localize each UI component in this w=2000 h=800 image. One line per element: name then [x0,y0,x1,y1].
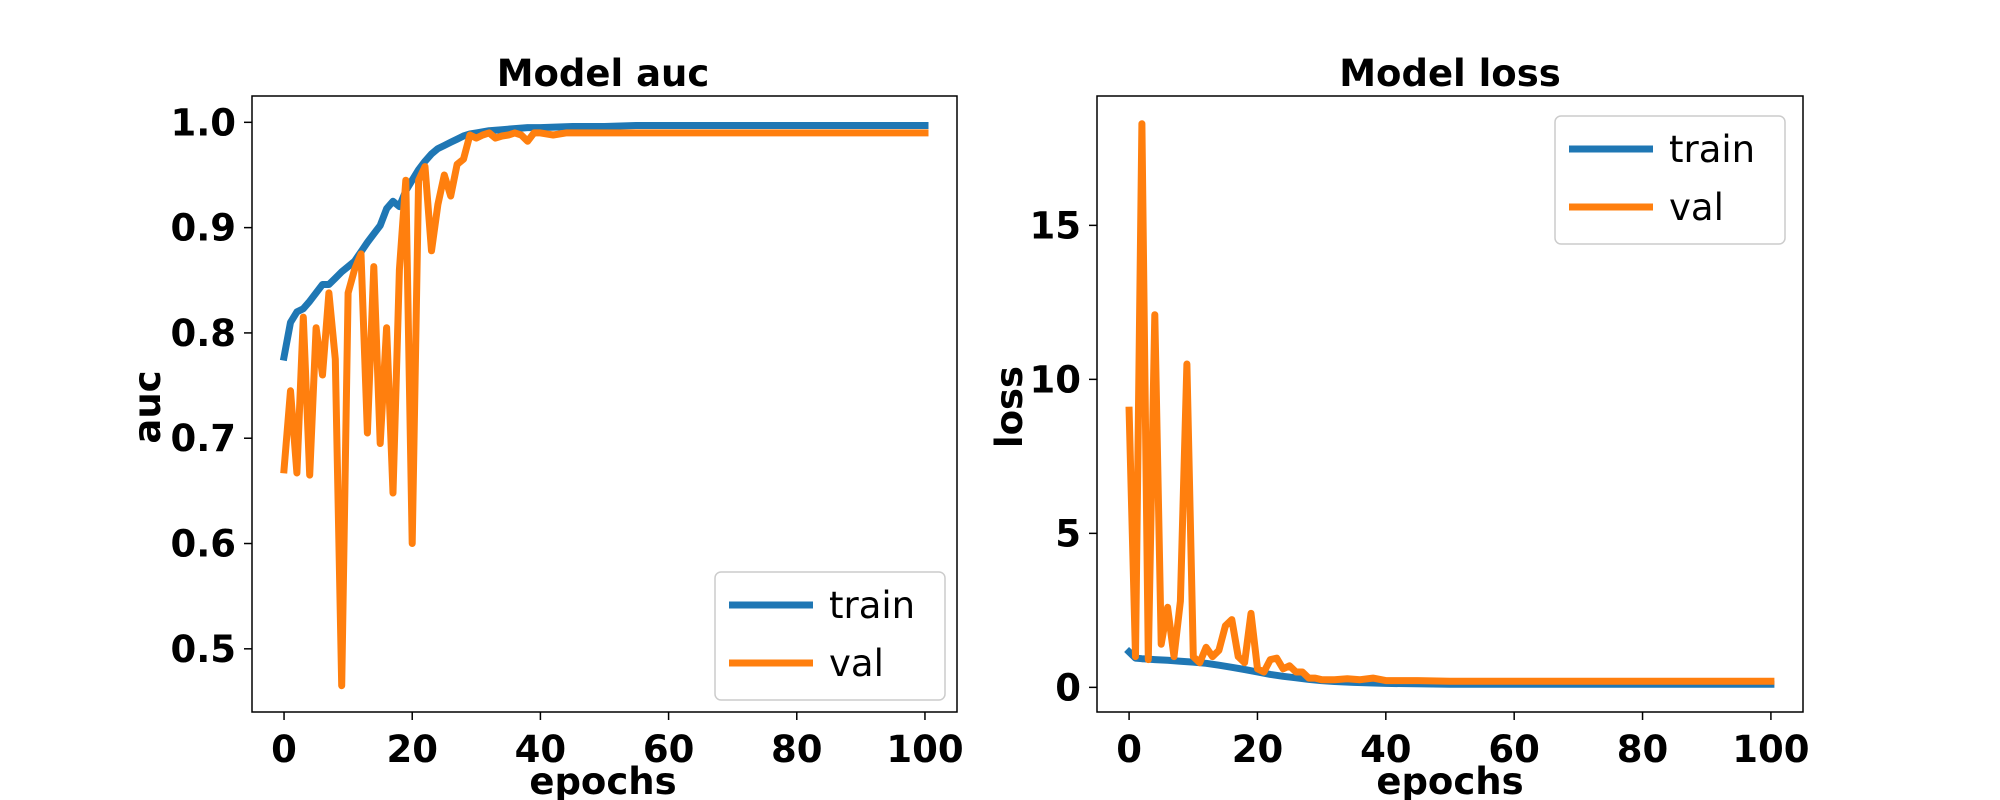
loss-x-axis-label: epochs [1376,760,1523,800]
auc-y-axis-label: auc [126,370,169,443]
loss-y-tick-label: 0 [1055,666,1081,709]
auc-series-val-line [280,129,929,690]
auc-plot-frame [251,95,958,713]
loss-legend-label-train: train [1669,128,1755,171]
auc-x-axis-label: epochs [529,760,676,800]
loss-panel: Model loss epochs loss 0 20 40 60 80 100 0 5 10 1… [988,52,1810,800]
auc-y-tick-label: 0.5 [170,628,236,671]
auc-x-tick-label: 0 [271,728,297,771]
loss-x-tick-label: 40 [1360,728,1412,771]
loss-legend: train val [1554,115,1786,245]
loss-chart-title: Model loss [1339,52,1561,95]
auc-legend: train val [714,571,946,701]
auc-y-tick-label: 1.0 [170,101,236,144]
auc-y-tick-label: 0.6 [170,523,236,566]
loss-x-tick-label: 60 [1488,728,1540,771]
loss-x-tick-label: 100 [1732,728,1809,771]
loss-plot-frame [1096,95,1804,713]
loss-series-val-line [1125,120,1775,685]
loss-x-tick-label: 0 [1116,728,1142,771]
auc-x-tick-label: 80 [771,728,823,771]
auc-chart-title: Model auc [497,52,710,95]
auc-y-tick-label: 0.7 [170,417,236,460]
loss-x-tick-label: 80 [1617,728,1669,771]
auc-y-tick-label: 0.9 [170,207,236,250]
loss-y-tick-label: 15 [1030,204,1082,247]
loss-y-axis-label: loss [988,366,1031,448]
loss-x-tick-label: 20 [1232,728,1284,771]
auc-x-tick-label: 100 [886,728,963,771]
auc-y-tick-label: 0.8 [170,312,236,355]
loss-legend-label-val: val [1669,186,1724,229]
auc-x-tick-label: 20 [386,728,438,771]
auc-x-tick-label: 60 [643,728,695,771]
loss-y-tick-label: 5 [1055,512,1081,555]
loss-y-tick-label: 10 [1030,358,1082,401]
auc-series-train-line [279,122,929,362]
auc-legend-label-val: val [829,642,884,685]
auc-x-tick-label: 40 [515,728,567,771]
auc-legend-label-train: train [829,584,915,627]
auc-panel: Model auc epochs auc 0 20 40 60 80 100 0.5 0.6 0… [126,52,964,800]
